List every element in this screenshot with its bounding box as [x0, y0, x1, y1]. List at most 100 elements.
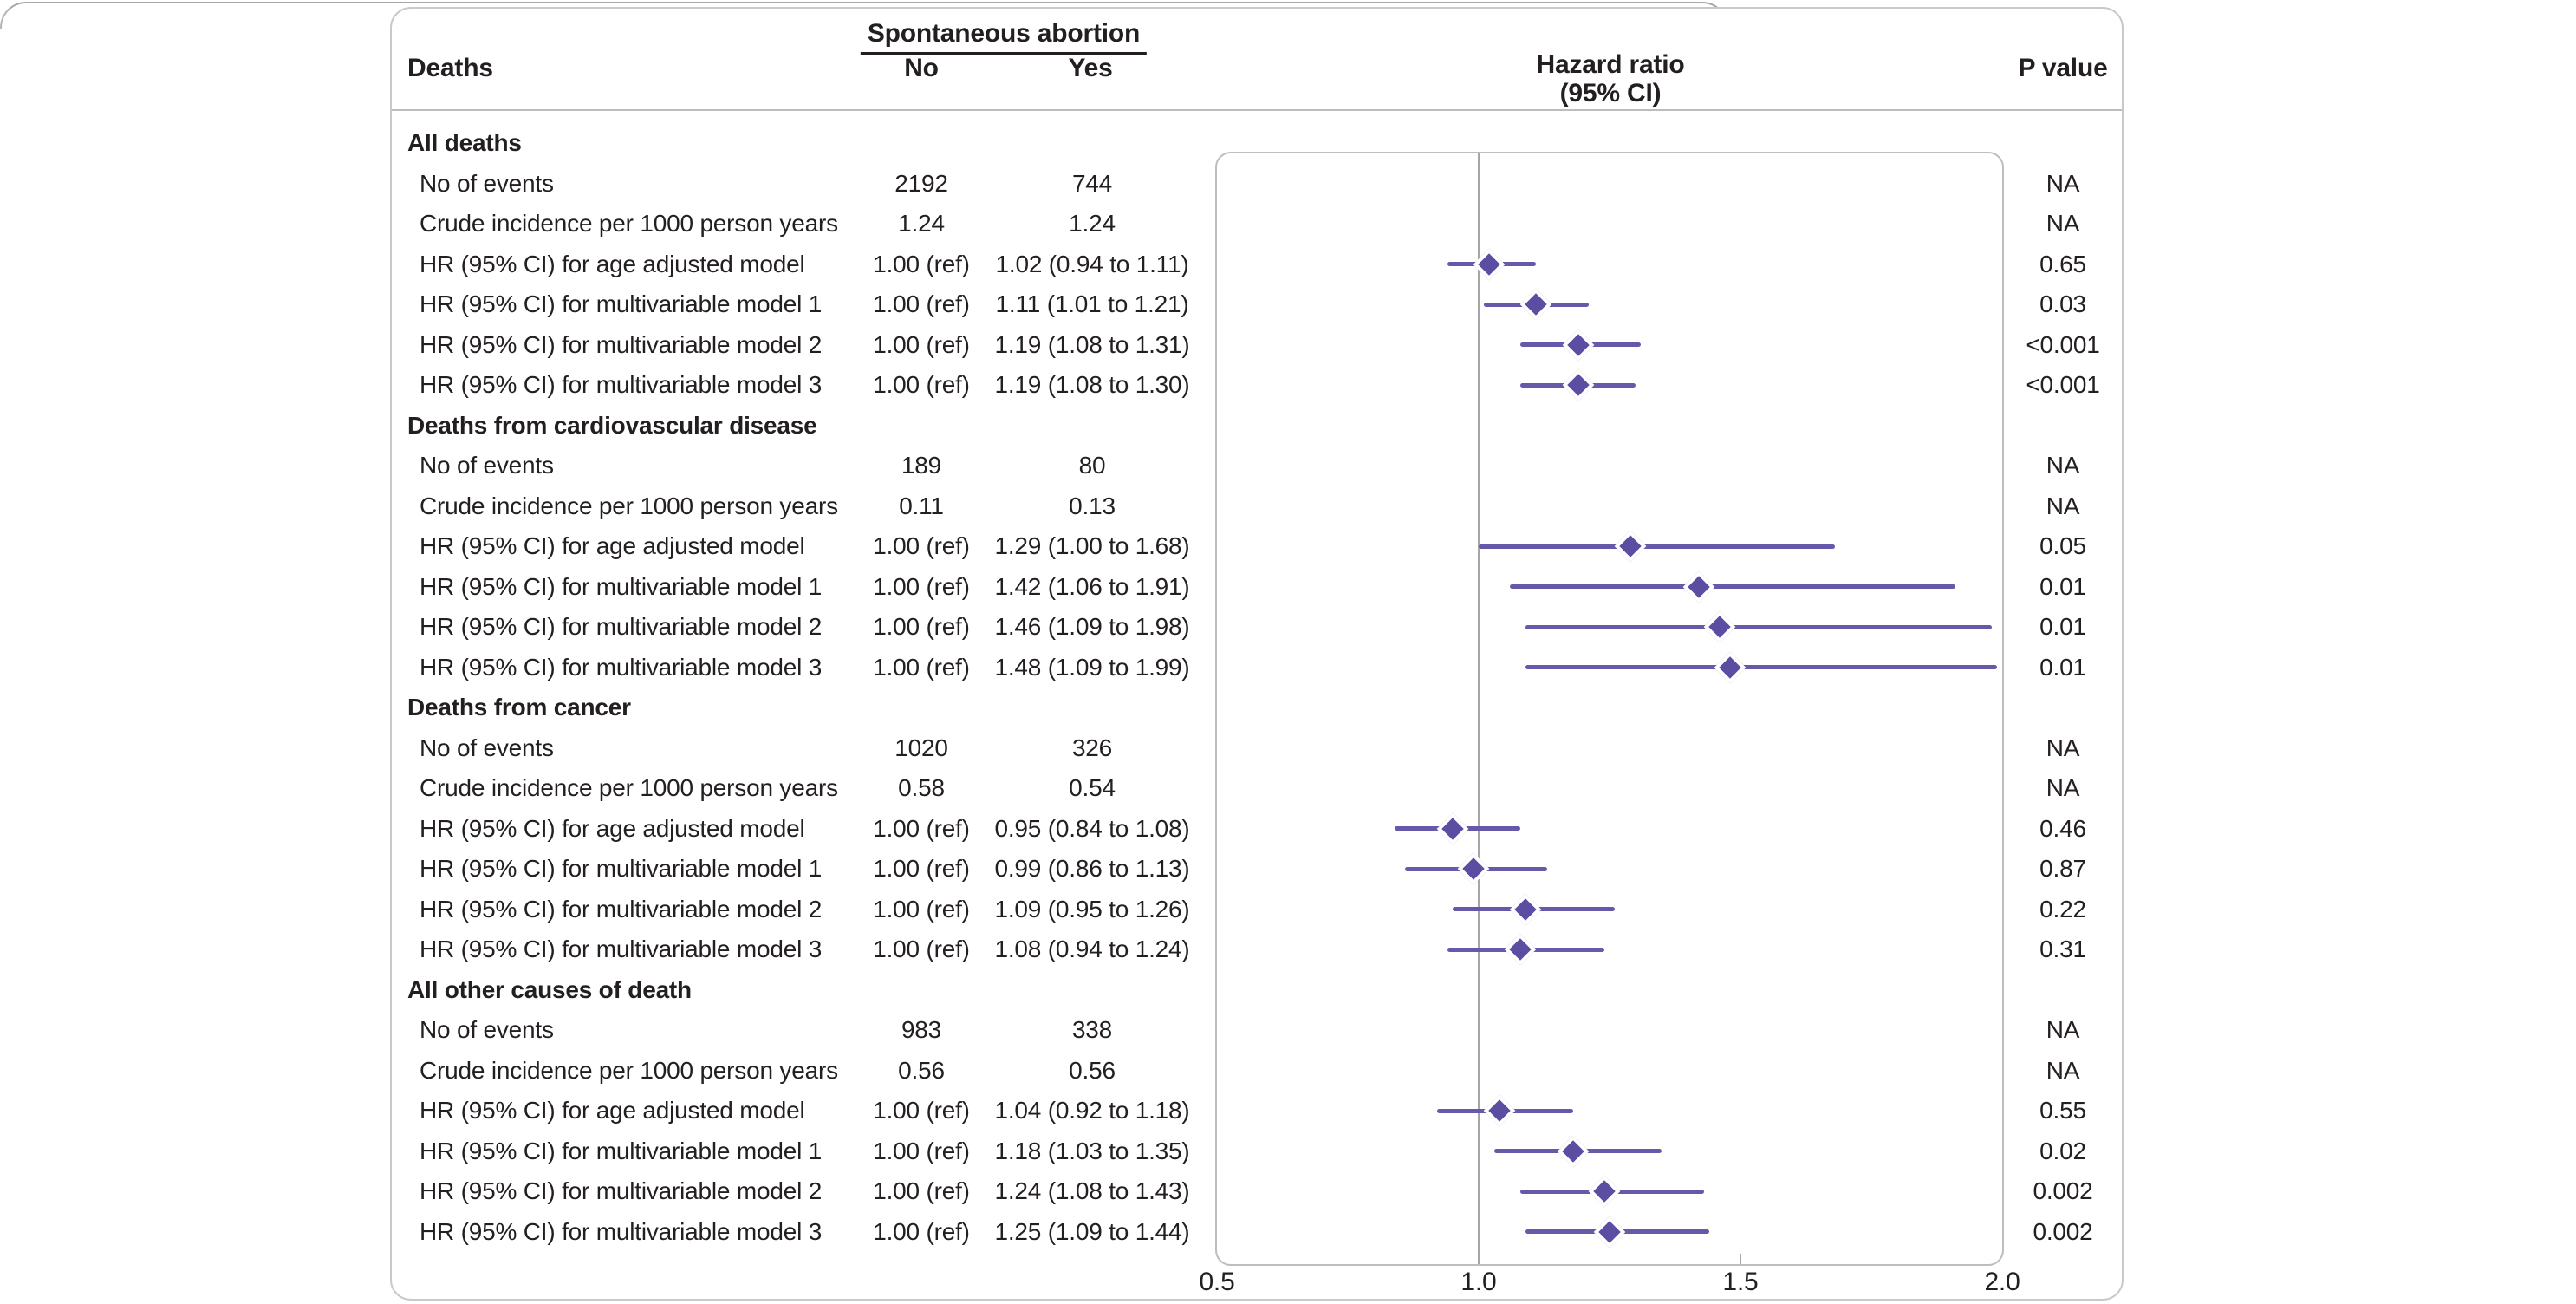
table-row: HR (95% CI) for multivariable model 1 1.… [392, 849, 2122, 890]
cell-p-value: 0.002 [2033, 1217, 2093, 1245]
cell-no-value: 1.00 (ref) [873, 1097, 970, 1125]
header-divider-rule [392, 109, 2122, 111]
row-label: HR (95% CI) for multivariable model 2 [420, 1177, 823, 1205]
axis-tick-label: 2.0 [1984, 1268, 2020, 1296]
table-row: No of events 189 80 NA [392, 446, 2122, 486]
cell-yes-value: 1.19 (1.08 to 1.30) [994, 371, 1190, 399]
table-row: HR (95% CI) for multivariable model 1 1.… [392, 567, 2122, 608]
section-title: All other causes of death [407, 975, 692, 1003]
table-row: Crude incidence per 1000 person years 0.… [392, 1051, 2122, 1092]
cell-no-value: 1.00 (ref) [873, 895, 970, 923]
cell-yes-value: 1.42 (1.06 to 1.91) [994, 572, 1190, 600]
table-row: HR (95% CI) for multivariable model 2 1.… [392, 1171, 2122, 1212]
axis-inner-tick [1477, 1254, 1480, 1264]
cell-yes-value: 1.48 (1.09 to 1.99) [994, 653, 1190, 681]
row-label: HR (95% CI) for multivariable model 3 [420, 371, 823, 399]
cell-yes-value: 0.56 [1069, 1056, 1116, 1084]
row-label: HR (95% CI) for multivariable model 2 [420, 330, 823, 358]
cell-yes-value: 1.08 (0.94 to 1.24) [994, 936, 1190, 963]
section-title: Deaths from cardiovascular disease [407, 411, 817, 439]
table-row: No of events 1020 326 NA [392, 728, 2122, 769]
cell-yes-value: 1.24 (1.08 to 1.43) [994, 1177, 1190, 1205]
axis-tick-label: 0.5 [1199, 1268, 1235, 1296]
cell-yes-value: 338 [1071, 1016, 1113, 1044]
cell-no-value: 1.00 (ref) [873, 1137, 970, 1164]
cell-p-value: NA [2046, 1056, 2080, 1084]
row-label: HR (95% CI) for multivariable model 1 [420, 290, 823, 318]
cell-p-value: NA [2046, 774, 2080, 802]
cell-yes-value: 1.24 [1069, 210, 1116, 238]
cell-yes-value: 1.02 (0.94 to 1.11) [995, 250, 1189, 277]
cell-p-value: 0.01 [2039, 613, 2086, 641]
table-row: HR (95% CI) for age adjusted model 1.00 … [392, 1091, 2122, 1131]
cell-p-value: NA [2046, 1016, 2080, 1044]
cell-yes-value: 80 [1078, 452, 1106, 479]
cell-no-value: 1.00 (ref) [873, 855, 970, 883]
cell-p-value: 0.31 [2039, 936, 2086, 963]
row-label: HR (95% CI) for multivariable model 1 [420, 572, 823, 600]
confidence-interval-line [1525, 665, 1997, 670]
table-body: All deaths No of events 2192 744 NA Crud… [392, 123, 2122, 1252]
cell-no-value: 1.00 (ref) [873, 572, 970, 600]
column-header-p-value: P value [2018, 54, 2108, 82]
row-label: HR (95% CI) for age adjusted model [420, 814, 805, 842]
cell-yes-value: 1.18 (1.03 to 1.35) [994, 1137, 1190, 1164]
row-label: HR (95% CI) for multivariable model 1 [420, 855, 823, 883]
cell-p-value: 0.46 [2039, 814, 2086, 842]
table-row: HR (95% CI) for multivariable model 2 1.… [392, 607, 2122, 648]
cell-no-value: 1.24 [898, 210, 945, 238]
table-row: HR (95% CI) for multivariable model 3 1.… [392, 929, 2122, 970]
row-label: HR (95% CI) for multivariable model 3 [420, 936, 823, 963]
row-label: HR (95% CI) for multivariable model 3 [420, 653, 823, 681]
cell-no-value: 1.00 (ref) [873, 1177, 970, 1205]
cell-p-value: NA [2046, 452, 2080, 479]
table-row: HR (95% CI) for multivariable model 1 1.… [392, 1131, 2122, 1172]
cell-no-value: 1.00 (ref) [873, 371, 970, 399]
cell-no-value: 0.56 [898, 1056, 945, 1084]
cell-yes-value: 1.04 (0.92 to 1.18) [994, 1097, 1190, 1125]
row-label: HR (95% CI) for multivariable model 3 [420, 1217, 823, 1245]
table-row: HR (95% CI) for multivariable model 3 1.… [392, 1212, 2122, 1253]
cell-yes-value: 1.19 (1.08 to 1.31) [994, 330, 1190, 358]
confidence-interval-line [1525, 624, 1992, 629]
table-row: HR (95% CI) for age adjusted model 1.00 … [392, 244, 2122, 285]
row-label: No of events [420, 734, 554, 761]
table-row: Crude incidence per 1000 person years 1.… [392, 204, 2122, 244]
row-label: HR (95% CI) for multivariable model 1 [420, 1137, 823, 1164]
cell-p-value: NA [2046, 210, 2080, 238]
cell-no-value: 189 [901, 452, 942, 479]
section-header-row: Deaths from cardiovascular disease [392, 406, 2122, 447]
reference-line-hr-1 [1477, 153, 1480, 1264]
cell-p-value: 0.65 [2039, 250, 2086, 277]
cell-yes-value: 1.46 (1.09 to 1.98) [994, 613, 1190, 641]
cell-no-value: 1.00 (ref) [873, 1217, 970, 1245]
cell-yes-value: 0.99 (0.86 to 1.13) [994, 855, 1190, 883]
cell-no-value: 1.00 (ref) [873, 330, 970, 358]
row-label: No of events [420, 1016, 554, 1044]
cell-yes-value: 1.29 (1.00 to 1.68) [994, 532, 1190, 560]
cell-no-value: 1.00 (ref) [873, 814, 970, 842]
forest-plot-figure-card: Deaths Spontaneous abortion No Yes Hazar… [390, 7, 2124, 1301]
row-label: HR (95% CI) for multivariable model 2 [420, 895, 823, 923]
section-title: All deaths [407, 129, 522, 157]
cell-yes-value: 1.11 (1.01 to 1.21) [995, 290, 1189, 318]
cell-p-value: 0.02 [2039, 1137, 2086, 1164]
row-label: HR (95% CI) for age adjusted model [420, 532, 805, 560]
table-row: Crude incidence per 1000 person years 0.… [392, 768, 2122, 809]
section-title: Deaths from cancer [407, 694, 631, 721]
cell-yes-value: 0.54 [1069, 774, 1116, 802]
cell-yes-value: 1.09 (0.95 to 1.26) [994, 895, 1190, 923]
cell-no-value: 2192 [894, 169, 948, 197]
cell-p-value: NA [2046, 169, 2080, 197]
cell-yes-value: 744 [1071, 169, 1113, 197]
cell-p-value: NA [2046, 734, 2080, 761]
column-header-hazard-ratio: Hazard ratio (95% CI) [1537, 50, 1685, 108]
cell-p-value: 0.05 [2039, 532, 2086, 560]
cell-p-value: 0.01 [2039, 572, 2086, 600]
cell-no-value: 0.11 [899, 492, 944, 519]
hazard-ratio-axis: 0.5 1.0 1.5 2.0 [1199, 1268, 2020, 1299]
section-header-row: All other causes of death [392, 970, 2122, 1011]
table-row: HR (95% CI) for multivariable model 3 1.… [392, 648, 2122, 688]
row-label: HR (95% CI) for multivariable model 2 [420, 613, 823, 641]
